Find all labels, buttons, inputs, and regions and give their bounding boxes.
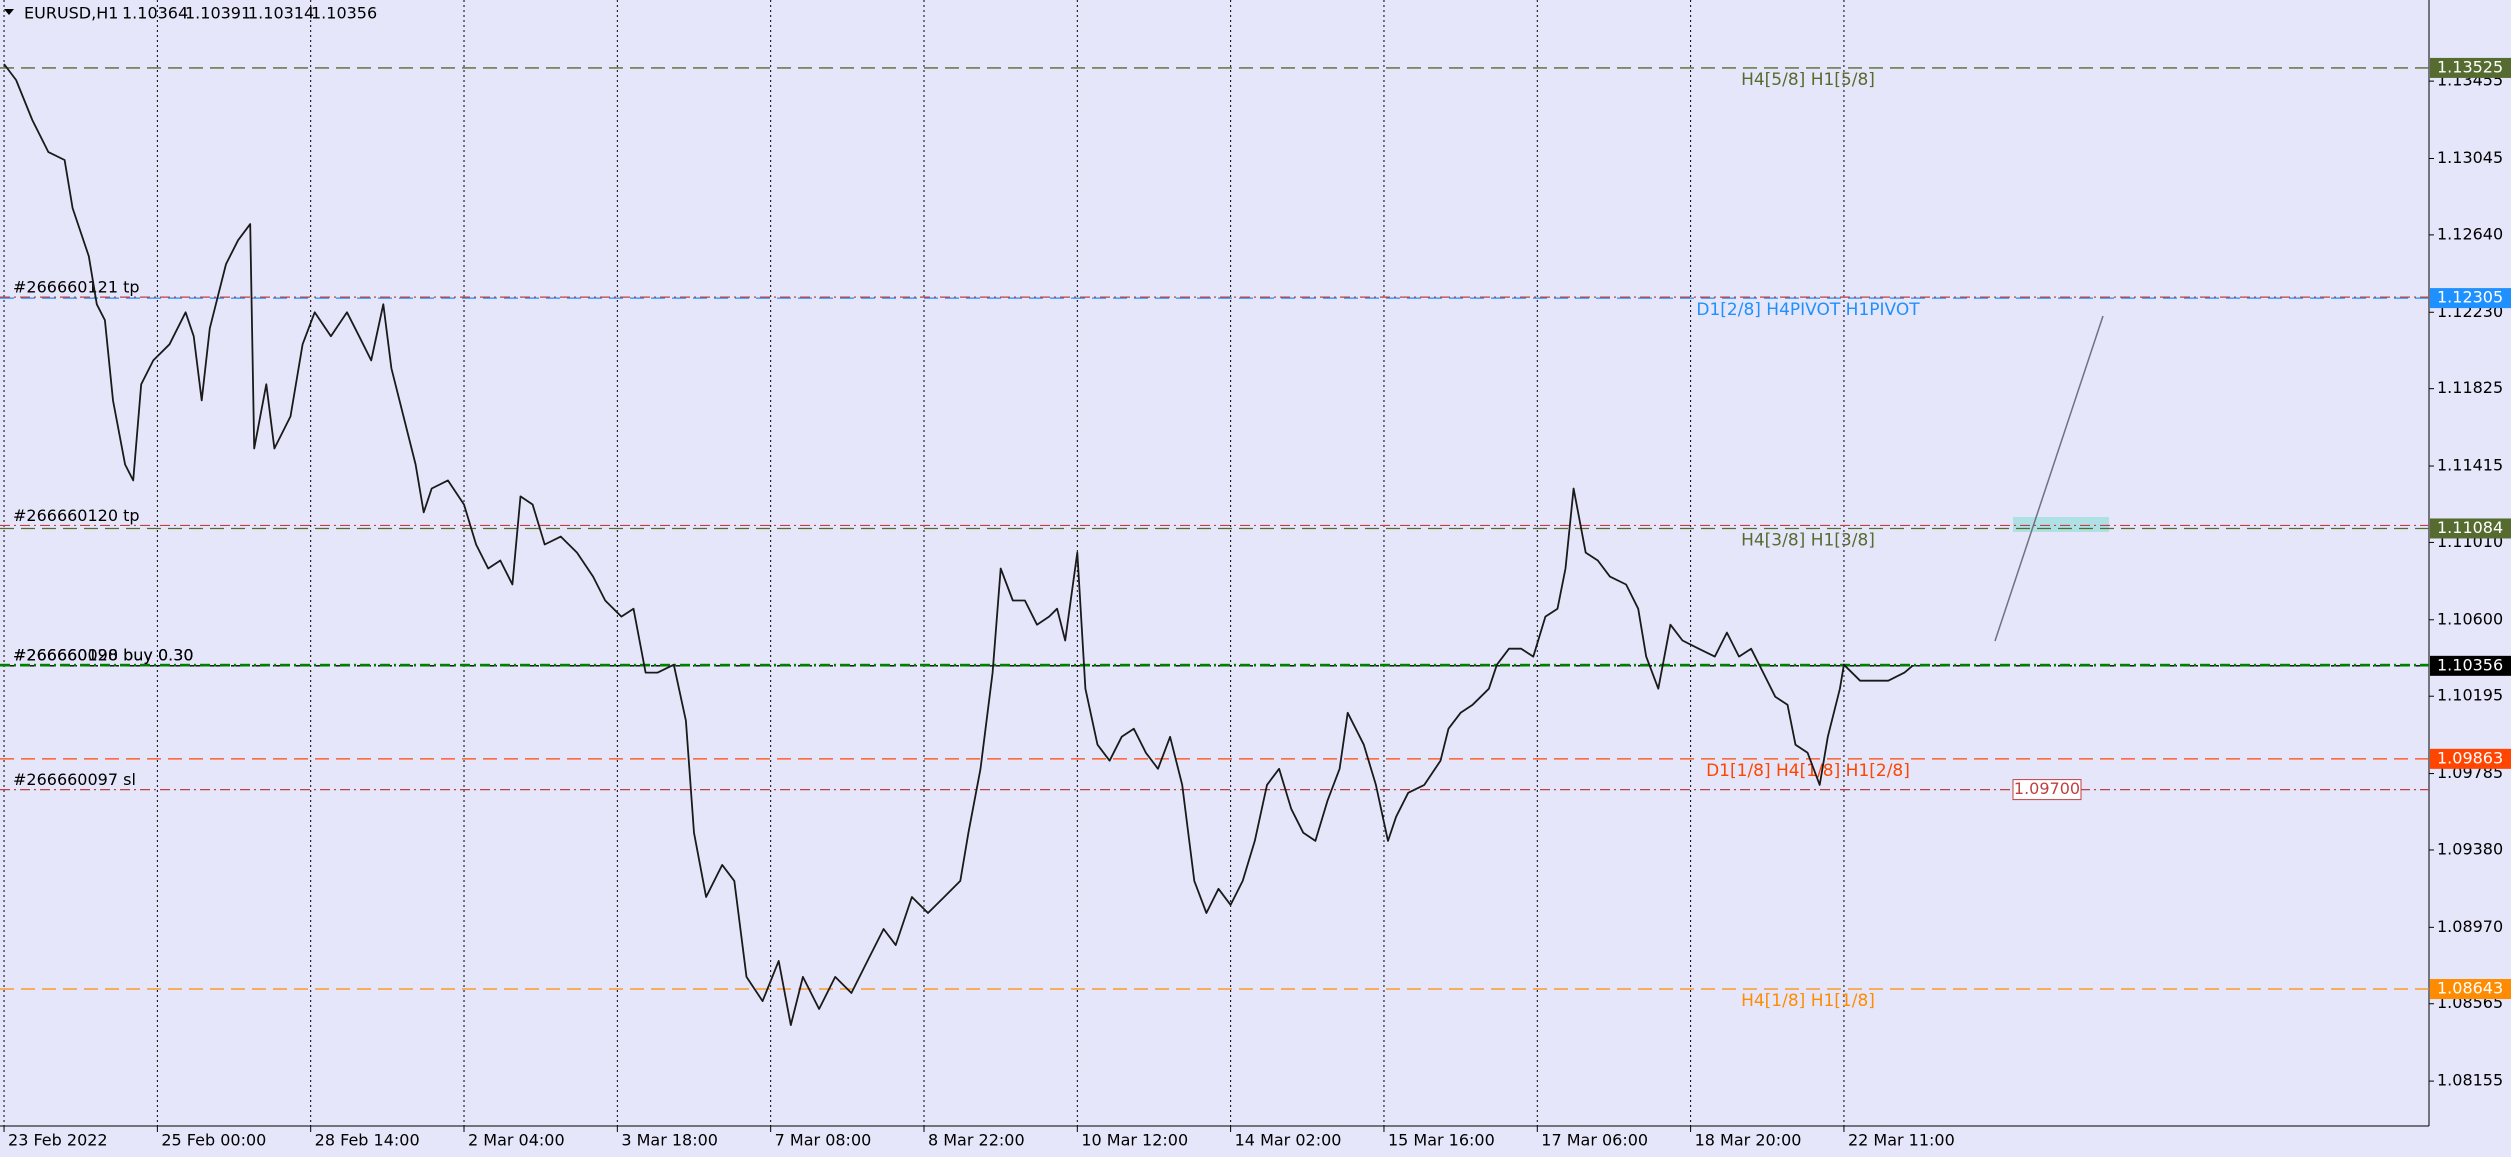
level-label: H4[1/8] H1[1/8] xyxy=(1741,991,1875,1011)
level-price-box xyxy=(2430,748,2511,769)
level-price-label: 1.08643 xyxy=(2437,979,2503,998)
level-label: D1[2/8] H4PIVOT H1PIVOT xyxy=(1696,300,1920,320)
x-tick-label: 2 Mar 04:00 xyxy=(468,1131,565,1150)
price-line xyxy=(3,63,1914,1026)
x-tick-label: 17 Mar 06:00 xyxy=(1541,1131,1648,1150)
order-label: #266660120 tp xyxy=(13,506,140,525)
x-tick-label: 8 Mar 22:00 xyxy=(928,1131,1025,1150)
x-tick-label: 15 Mar 16:00 xyxy=(1388,1131,1495,1150)
x-tick-label: 14 Mar 02:00 xyxy=(1235,1131,1342,1150)
y-tick-label: 1.08155 xyxy=(2437,1071,2503,1090)
level-label: H4[5/8] H1[5/8] xyxy=(1741,70,1875,90)
level-price-label: 1.13525 xyxy=(2437,57,2503,76)
level-price-box xyxy=(2430,979,2511,1000)
level-price-label: 1.09863 xyxy=(2437,748,2503,767)
level-price-box xyxy=(2430,655,2511,676)
order-label: #266660120 buy 0.30 xyxy=(13,646,194,665)
ohlc-value: 1.10364 xyxy=(122,4,188,23)
x-tick-label: 22 Mar 11:00 xyxy=(1848,1131,1955,1150)
trend-line xyxy=(1994,315,2104,642)
x-tick-label: 18 Mar 20:00 xyxy=(1695,1131,1802,1150)
ohlc-value: 1.10391 xyxy=(185,4,251,23)
y-tick-label: 1.10600 xyxy=(2437,609,2503,628)
x-tick-label: 3 Mar 18:00 xyxy=(621,1131,718,1150)
order-price-box xyxy=(2012,779,2082,801)
x-tick-label: 25 Feb 00:00 xyxy=(161,1131,266,1150)
order-label: #266660098 buy 0.30 xyxy=(13,646,194,665)
level-label: H4[3/8] H1[3/8] xyxy=(1741,530,1875,550)
x-tick-label: 23 Feb 2022 xyxy=(8,1131,108,1150)
level-price-label: 1.10356 xyxy=(2437,655,2503,674)
x-tick-label: 10 Mar 12:00 xyxy=(1081,1131,1188,1150)
level-price-box xyxy=(2430,518,2511,539)
ohlc-value: 1.10356 xyxy=(311,4,377,23)
y-tick-label: 1.12640 xyxy=(2437,224,2503,243)
level-price-box xyxy=(2430,288,2511,309)
ohlc-value: 1.10314 xyxy=(248,4,314,23)
level-price-label: 1.11084 xyxy=(2437,518,2503,537)
level-price-label: 1.12305 xyxy=(2437,288,2503,307)
chart-title: EURUSD,H1 xyxy=(24,4,118,23)
menu-triangle[interactable] xyxy=(4,9,14,15)
x-tick-label: 7 Mar 08:00 xyxy=(775,1131,872,1150)
order-label: #266660097 sl xyxy=(13,770,136,789)
x-tick-label: 28 Feb 14:00 xyxy=(315,1131,420,1150)
level-price-box xyxy=(2430,57,2511,78)
order-label: #266660121 tp xyxy=(13,278,140,297)
level-label: D1[1/8] H4[1/8] H1[2/8] xyxy=(1706,761,1910,781)
y-tick-label: 1.09380 xyxy=(2437,839,2503,858)
y-tick-label: 1.11415 xyxy=(2437,456,2503,475)
y-tick-label: 1.13045 xyxy=(2437,148,2503,167)
y-tick-label: 1.08970 xyxy=(2437,917,2503,936)
y-tick-label: 1.10195 xyxy=(2437,686,2503,705)
drawn-rectangle xyxy=(2013,517,2109,532)
y-tick-label: 1.11825 xyxy=(2437,378,2503,397)
order-price-label: 1.09700 xyxy=(2014,779,2080,798)
